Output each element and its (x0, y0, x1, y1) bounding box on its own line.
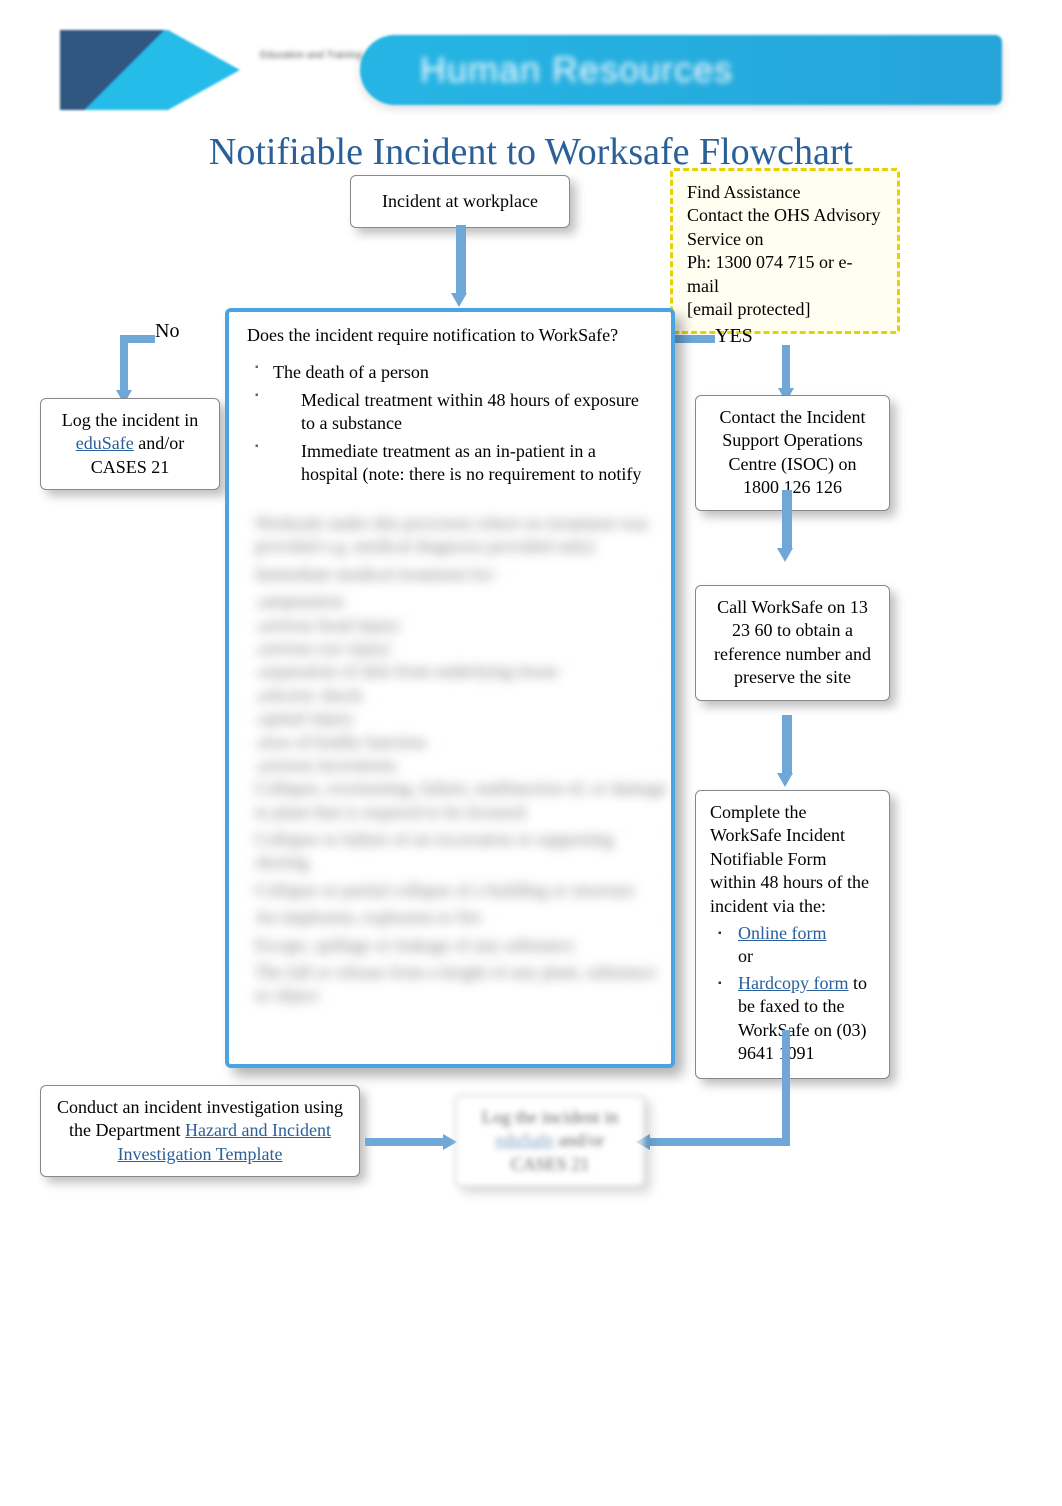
online-form-link[interactable]: Online form (738, 923, 826, 943)
decision-blur-sub: serious head injury (257, 614, 671, 637)
decision-blur-item: Collapse or failure of an excavation or … (243, 828, 671, 875)
ribbon-title: Human Resources (420, 49, 733, 91)
decision-blur-sub: loss of bodily function (257, 731, 671, 754)
decision-blur-item: The fall or release from a height of any… (243, 961, 671, 1008)
box-investigate: Conduct an incident investigation using … (40, 1085, 360, 1177)
decision-blur-sub: spinal injury (257, 707, 671, 730)
form-or: or (738, 946, 753, 966)
label-no: No (155, 320, 179, 343)
log-bottom-pre: Log the incident in (482, 1107, 618, 1127)
decision-blur-item: Immediate medical treatment for: (243, 563, 671, 586)
arrow-worksafe-form (782, 715, 792, 775)
worksafe-pre: Call WorkSafe on (717, 597, 850, 617)
header-ribbon: Human Resources (360, 35, 1002, 105)
isoc-text: Contact the Incident Support Operations … (720, 407, 866, 497)
label-yes: YES (715, 325, 753, 348)
header-logo (60, 30, 240, 110)
arrowhead-worksafe-form (777, 773, 793, 787)
box-isoc: Contact the Incident Support Operations … (695, 395, 890, 511)
decision-blur-sub: serious lacerations (257, 754, 671, 777)
decision-blur-item: An implosion, explosion or fire (243, 906, 671, 929)
assist-line3: Ph: 1300 074 715 or e-mail (687, 251, 883, 298)
decision-item: Immediate treatment as an in-patient in … (261, 440, 653, 487)
box-complete-form: Complete the WorkSafe Incident Notifiabl… (695, 790, 890, 1079)
start-label: Incident at workplace (382, 191, 538, 211)
decision-list: The death of a person Medical treatment … (247, 361, 653, 486)
decision-blur-sub: amputation (257, 590, 671, 613)
decision-item: Medical treatment within 48 hours of exp… (261, 389, 653, 436)
edusafe-link-bottom[interactable]: eduSafe (496, 1130, 554, 1150)
decision-blur-item: Collapse, overturning, failure, malfunct… (243, 777, 671, 824)
form-intro: Complete the WorkSafe Incident Notifiabl… (710, 801, 875, 918)
arrow-yes-horizontal (675, 335, 715, 343)
arrow-start-decision (456, 225, 466, 295)
decision-blur-sub: separation of skin from underlying tissu… (257, 660, 671, 683)
decision-blur-sub: electric shock (257, 684, 671, 707)
form-option-hardcopy: Hardcopy form to be faxed to the WorkSaf… (716, 972, 875, 1066)
decision-question: Does the incident require notification t… (247, 324, 653, 347)
log-left-pre: Log the incident in (62, 410, 198, 430)
page: Education and Training Human Resources N… (0, 0, 1062, 1506)
box-log-incident-bottom: Log the incident in eduSafe and/or CASES… (455, 1095, 645, 1187)
edusafe-link[interactable]: eduSafe (76, 433, 134, 453)
arrow-form-log-vertical (782, 1030, 790, 1140)
arrow-yes-vertical (782, 345, 790, 390)
box-decision: Does the incident require notification t… (225, 308, 675, 1068)
decision-blur-sub: serious eye injury (257, 637, 671, 660)
decision-item: The death of a person (261, 361, 653, 384)
decision-blur-item: Collapse or partial collapse of a buildi… (243, 879, 671, 902)
assist-line4: [email protected] (687, 298, 883, 321)
decision-faded-area: Worksafe under this provision where no t… (229, 492, 671, 1064)
decision-blur-item: Worksafe under this provision where no t… (243, 512, 671, 559)
arrow-investigate-log (365, 1138, 445, 1146)
box-find-assistance: Find Assistance Contact the OHS Advisory… (670, 168, 900, 334)
arrow-form-log-horizontal (650, 1138, 790, 1146)
arrowhead-start-decision (451, 293, 467, 307)
assist-line2: Contact the OHS Advisory Service on (687, 204, 883, 251)
form-options-list: Online form or Hardcopy form to be faxed… (710, 922, 875, 1065)
box-call-worksafe: Call WorkSafe on 13 23 60 to obtain a re… (695, 585, 890, 701)
decision-blur-item: Escape, spillage or leakage of any subst… (243, 934, 671, 957)
box-incident-start: Incident at workplace (350, 175, 570, 228)
arrowhead-isoc-worksafe (777, 548, 793, 562)
form-option-online: Online form or (716, 922, 875, 969)
box-log-incident-left: Log the incident in eduSafe and/or CASES… (40, 398, 220, 490)
hardcopy-form-link[interactable]: Hardcopy form (738, 973, 848, 993)
assist-line1: Find Assistance (687, 181, 883, 204)
arrow-isoc-worksafe (782, 490, 792, 550)
header-banner: Education and Training Human Resources (60, 20, 1002, 120)
arrow-no-vertical (120, 340, 128, 395)
